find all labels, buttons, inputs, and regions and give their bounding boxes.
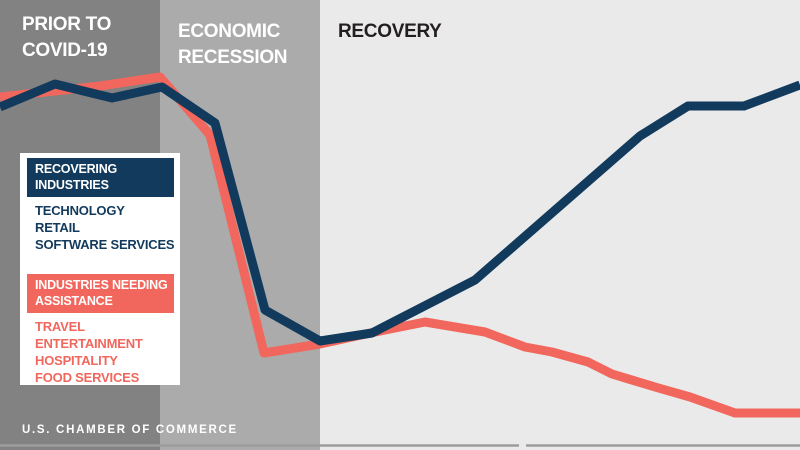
- series-line-industries-needing-assistance: [0, 72, 800, 418]
- legend-title-line: INDUSTRIES: [35, 178, 109, 192]
- legend-item: SOFTWARE SERVICES: [35, 237, 175, 252]
- legend-group-title: RECOVERING INDUSTRIES: [27, 158, 174, 197]
- phase-label-prior-to-covid: PRIOR TO COVID-19: [22, 12, 111, 64]
- legend-item: TECHNOLOGY: [35, 203, 125, 218]
- legend-item-list: TRAVEL ENTERTAINMENT HOSPITALITY FOOD SERVI…: [27, 318, 174, 386]
- series-line-recovering-industries: [0, 79, 800, 346]
- phase-label-line: RECESSION: [178, 47, 288, 68]
- phase-label-line: RECOVERY: [338, 21, 442, 42]
- brand-footer: U.S. CHAMBER OF COMMERCE: [22, 424, 238, 436]
- legend-item: FOOD SERVICES: [35, 370, 140, 385]
- legend-item: TRAVEL: [35, 319, 85, 334]
- legend-title-line: RECOVERING: [35, 162, 118, 176]
- legend-box: RECOVERING INDUSTRIES TECHNOLOGY RETAIL SO…: [20, 153, 180, 385]
- phase-label-economic-recession: ECONOMIC RECESSION: [178, 19, 288, 71]
- legend-item-list: TECHNOLOGY RETAIL SOFTWARE SERVICES: [27, 202, 175, 253]
- phase-label-recovery: RECOVERY: [338, 19, 442, 45]
- phase-label-line: ECONOMIC: [178, 21, 281, 42]
- legend-group-title: INDUSTRIES NEEDING ASSISTANCE: [27, 274, 174, 313]
- legend-item: RETAIL: [35, 220, 80, 235]
- legend-group-industries-needing-assistance: INDUSTRIES NEEDING ASSISTANCE TRAVEL ENTE…: [27, 274, 174, 386]
- legend-group-recovering-industries: RECOVERING INDUSTRIES TECHNOLOGY RETAIL SO…: [27, 158, 175, 253]
- legend-item: HOSPITALITY: [35, 353, 118, 368]
- phase-label-line: PRIOR TO: [22, 14, 112, 35]
- legend-item: ENTERTAINMENT: [35, 336, 143, 351]
- phase-label-line: COVID-19: [22, 40, 108, 61]
- legend-title-line: INDUSTRIES NEEDING: [35, 278, 168, 292]
- legend-title-line: ASSISTANCE: [35, 294, 113, 308]
- phase-band-recovery: RECOVERY: [320, 0, 800, 450]
